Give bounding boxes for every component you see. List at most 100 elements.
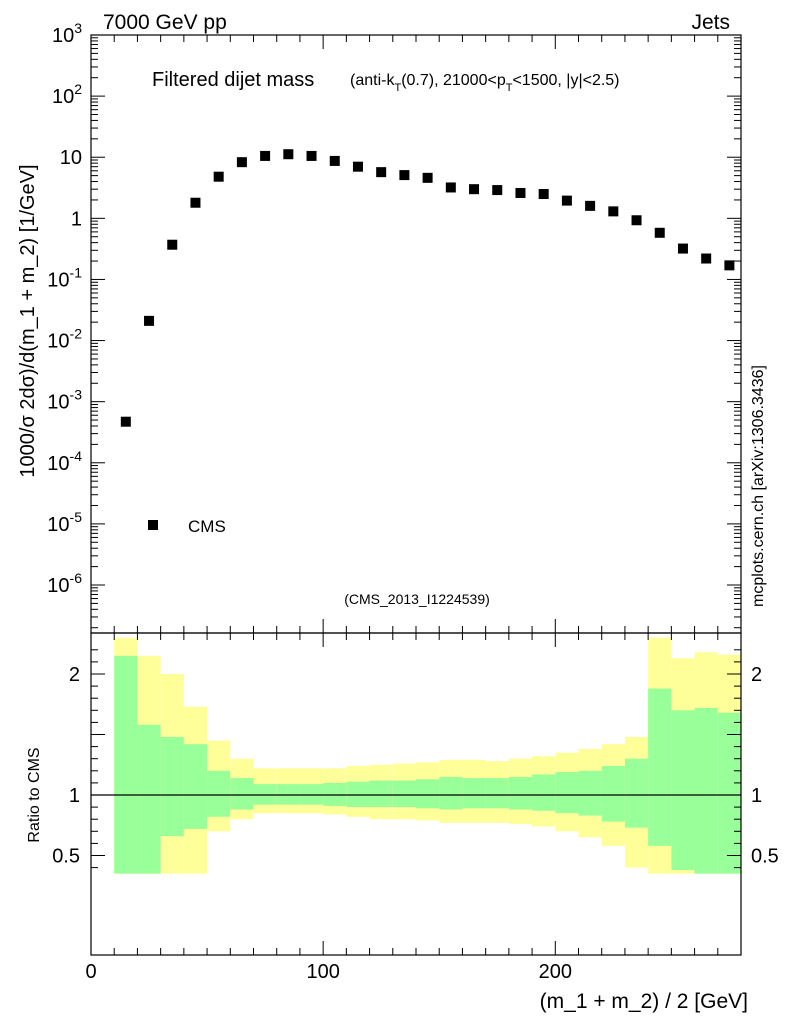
data-point (283, 149, 294, 160)
legend-label: CMS (188, 517, 226, 536)
ratio-inner-band (253, 784, 277, 805)
data-point (677, 243, 688, 254)
x-tick-label: 0 (85, 961, 96, 983)
y-tick-label-base: 10 (52, 25, 74, 47)
y-tick-label: 10-4 (47, 448, 82, 475)
y-tick-label-base: 10 (60, 147, 82, 169)
ratio-inner-band (648, 688, 672, 846)
data-point (120, 416, 131, 427)
y-tick-label: 10-2 (47, 326, 82, 353)
y-tick-label-base: 10 (47, 392, 69, 414)
x-axis-label: (m_1 + m_2) / 2 [GeV] (540, 990, 748, 1013)
data-point (561, 195, 572, 206)
ratio-inner-band (462, 778, 486, 809)
data-point (399, 170, 410, 181)
y-tick-label: 1 (71, 208, 82, 230)
ratio-inner-band (160, 736, 184, 837)
plot-title: Filtered dijet mass (152, 69, 314, 91)
ratio-y-tick-label-right: 1 (751, 785, 762, 807)
x-tick-label: 200 (539, 961, 572, 983)
y-tick-label-base: 10 (47, 514, 69, 536)
data-point (352, 161, 363, 172)
y-tick-label: 10-3 (47, 387, 82, 414)
ratio-y-tick-label-right: 0.5 (751, 846, 779, 868)
data-point (445, 182, 456, 193)
y-tick-label: 102 (52, 81, 82, 108)
ratio-inner-band (485, 778, 509, 809)
subtitle-part-5: <1500, |y|<2.5) (512, 72, 619, 89)
data-point (144, 315, 155, 326)
y-tick-label-base: 10 (52, 86, 74, 108)
ratio-inner-band (578, 770, 602, 816)
ratio-inner-band (532, 774, 556, 811)
y-tick-label-exponent: 3 (74, 20, 82, 36)
side-source-label: mcplots.cern.ch [arXiv:1306.3436] (750, 365, 767, 607)
ratio-inner-band (555, 772, 579, 814)
plot-subtitle: (anti-kT(0.7), 21000<pT<1500, |y|<2.5) (350, 72, 620, 94)
subtitle-part-1: (anti-k (350, 72, 395, 89)
ratio-inner-band (230, 778, 254, 810)
y-tick-label-base: 10 (47, 453, 69, 475)
data-point (654, 227, 665, 238)
y-tick-label: 10-6 (47, 570, 82, 597)
category-label: Jets (691, 11, 730, 34)
data-point (608, 206, 619, 217)
energy-label: 7000 GeV pp (103, 11, 227, 34)
main-panel-marks (120, 149, 735, 427)
data-point (492, 185, 503, 196)
ratio-inner-band (392, 780, 416, 808)
main-y-axis-label: 1000/σ 2dσ)/d(m_1 + m_2) [1/GeV] (17, 164, 39, 477)
x-tick-label: 100 (306, 961, 339, 983)
ratio-inner-band (299, 784, 324, 805)
y-tick-label-exponent: -4 (70, 448, 83, 464)
y-tick-label-exponent: -6 (70, 570, 83, 586)
subtitle-part-2: T (394, 82, 401, 94)
ratio-inner-band (416, 779, 440, 809)
ratio-y-axis-label: Ratio to CMS (26, 747, 43, 842)
legend-marker (148, 520, 158, 530)
y-tick-label-base: 1 (71, 208, 82, 230)
ratio-inner-band (508, 776, 533, 810)
y-tick-label-exponent: 2 (74, 81, 82, 97)
y-tick-label-base: 10 (47, 331, 69, 353)
y-tick-label-exponent: -2 (70, 326, 83, 342)
y-tick-label-base: 10 (47, 575, 69, 597)
ratio-inner-band (114, 655, 138, 874)
y-tick-label-exponent: -3 (70, 387, 83, 403)
ratio-inner-band (207, 770, 231, 817)
ratio-inner-band (276, 784, 300, 805)
data-point (236, 157, 247, 168)
data-point (260, 150, 271, 161)
ratio-y-tick-label-left: 1 (69, 785, 80, 807)
ratio-inner-band (346, 781, 370, 808)
y-tick-label: 10-5 (47, 509, 82, 536)
analysis-id-label: (CMS_2013_I1224539) (344, 591, 490, 607)
data-point (167, 239, 178, 250)
data-point (701, 253, 712, 264)
ratio-inner-band (671, 710, 695, 871)
data-point (306, 150, 317, 161)
data-point (190, 197, 201, 208)
ratio-panel-marks (91, 637, 741, 874)
subtitle-part-3: (0.7), 21000<p (401, 72, 506, 89)
ratio-inner-band (624, 758, 649, 828)
ratio-inner-band (601, 765, 625, 822)
data-point (469, 184, 480, 195)
ratio-y-tick-label-left: 2 (69, 664, 80, 686)
y-tick-label-exponent: -5 (70, 509, 83, 525)
subtitle-part-4: T (506, 82, 513, 94)
y-tick-label: 103 (52, 20, 82, 47)
data-point (376, 167, 387, 178)
ratio-inner-band (369, 780, 393, 808)
data-point (515, 187, 526, 198)
data-point (329, 155, 340, 166)
data-point (538, 189, 549, 200)
y-tick-label: 10 (60, 147, 82, 169)
ratio-inner-band (717, 712, 741, 874)
ratio-inner-band (183, 744, 208, 829)
ratio-inner-band (323, 782, 347, 806)
data-point (213, 171, 224, 182)
ratio-inner-band (694, 707, 718, 874)
